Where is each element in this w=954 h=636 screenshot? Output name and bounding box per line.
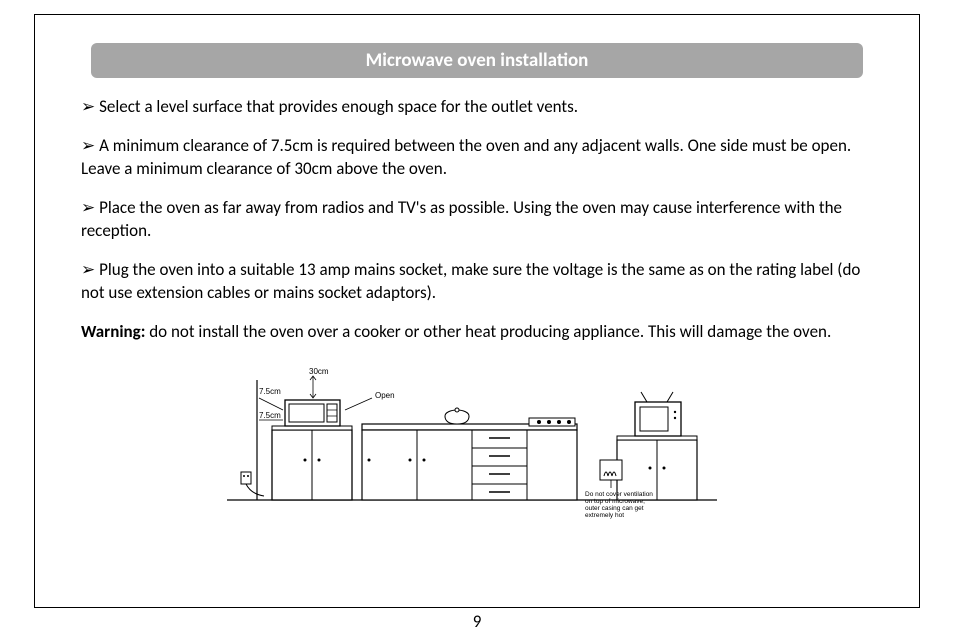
page-number: 9 [0,611,954,632]
warning-text: do not install the oven over a cooker or… [145,321,831,342]
caution-line1: Do not cover ventilation [585,491,653,498]
paragraph-2: ➢ A minimum clearance of 7.5cm is requir… [81,135,873,181]
section-title: Microwave oven installation [366,49,589,72]
bullet-icon: ➢ [81,97,95,116]
paragraph-2-text: A minimum clearance of 7.5cm is required… [81,135,851,179]
label-side-clearance-1: 7.5cm [259,387,281,396]
bullet-icon: ➢ [81,136,95,155]
caution-line4: extremely hot [585,512,624,519]
paragraph-3-text: Place the oven as far away from radios a… [81,197,842,241]
paragraph-1: ➢ Select a level surface that provides e… [81,96,873,119]
warning-label: Warning: [81,321,145,342]
paragraph-4-text: Plug the oven into a suitable 13 amp mai… [81,259,860,303]
label-open: Open [375,391,395,400]
warning-paragraph: Warning: do not install the oven over a … [81,321,873,344]
caution-line2: on top of microwave, [585,498,645,505]
paragraph-4: ➢ Plug the oven into a suitable 13 amp m… [81,259,873,305]
page-border: Microwave oven installation ➢ Select a l… [34,14,920,608]
label-top-clearance: 30cm [309,367,329,376]
installation-diagram: 7.5cm 7.5cm 30cm Open [217,360,737,520]
body-text: ➢ Select a level surface that provides e… [81,96,873,344]
label-side-clearance-2: 7.5cm [259,411,281,420]
bullet-icon: ➢ [81,198,95,217]
section-title-bar: Microwave oven installation [91,43,863,78]
paragraph-3: ➢ Place the oven as far away from radios… [81,197,873,243]
caution-line3: outer casing can get [585,505,644,512]
paragraph-1-text: Select a level surface that provides eno… [99,96,578,117]
bullet-icon: ➢ [81,260,95,279]
